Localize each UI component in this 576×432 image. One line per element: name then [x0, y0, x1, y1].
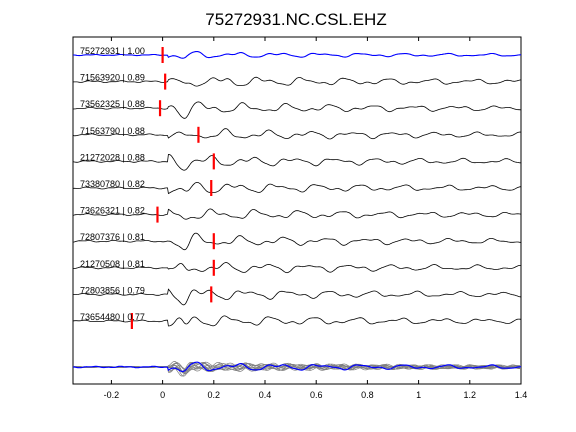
trace-line-5: [72, 153, 522, 171]
trace-label-2: 71563920 | 0.89: [80, 73, 145, 83]
trace-line-2: [72, 76, 522, 87]
trace-line-7: [72, 208, 522, 220]
trace-1: 75272931 | 1.00: [73, 46, 521, 63]
trace-line-3: [73, 101, 521, 119]
trace-line-10: [72, 288, 522, 306]
trace-label-11: 73654480 | 0.77: [80, 312, 145, 322]
stack-reference-trace: [72, 361, 522, 373]
x-axis: -0.2 0 0.2 0.4 0.6 0.8 1 1.2 1.4: [104, 37, 528, 400]
trace-label-5: 21272028 | 0.88: [80, 152, 145, 162]
x-tick-label-3: 0.2: [208, 390, 221, 400]
trace-line-11: [72, 315, 522, 327]
chart-title: 75272931.NC.CSL.EHZ: [205, 10, 386, 29]
x-tick-label-1: -0.2: [104, 390, 120, 400]
trace-line-6: [73, 182, 522, 195]
x-tick-label-7: 1: [416, 390, 421, 400]
trace-line-8: [72, 232, 522, 251]
trace-2: 71563920 | 0.89: [72, 73, 522, 90]
trace-4: 71563790 | 0.88: [72, 126, 522, 143]
x-tick-label-2: 0: [160, 390, 165, 400]
x-tick-label-8: 1.2: [464, 390, 477, 400]
trace-label-6: 73380780 | 0.82: [80, 179, 145, 189]
trace-line-1: [73, 50, 521, 59]
trace-line-4: [72, 128, 522, 140]
trace-3: 73562325 | 0.88: [73, 99, 521, 119]
trace-11: 73654480 | 0.77: [72, 312, 522, 329]
trace-5: 21272028 | 0.88: [72, 152, 522, 171]
trace-6: 73380780 | 0.82: [73, 179, 522, 196]
trace-9: 21270508 | 0.81: [72, 259, 521, 276]
traces-layer: 75272931 | 1.00 71563920 | 0.89 73562325 |…: [72, 46, 522, 329]
trace-line-9: [72, 262, 521, 274]
trace-10: 72803856 | 0.79: [72, 285, 522, 306]
x-tick-label-6: 0.8: [361, 390, 374, 400]
x-tick-label-5: 0.6: [310, 390, 323, 400]
trace-label-7: 73626321 | 0.82: [80, 206, 145, 216]
x-tick-label-4: 0.4: [259, 390, 272, 400]
trace-label-4: 71563790 | 0.88: [80, 126, 145, 136]
x-tick-label-9: 1.4: [515, 390, 528, 400]
trace-8: 72807376 | 0.81: [72, 232, 522, 251]
trace-label-10: 72803856 | 0.79: [80, 285, 145, 295]
trace-label-9: 21270508 | 0.81: [80, 259, 145, 269]
trace-label-1: 75272931 | 1.00: [80, 46, 145, 56]
trace-label-8: 72807376 | 0.81: [80, 232, 145, 242]
trace-7: 73626321 | 0.82: [72, 206, 522, 223]
stack-layer: [72, 361, 522, 377]
trace-label-3: 73562325 | 0.88: [80, 99, 145, 109]
